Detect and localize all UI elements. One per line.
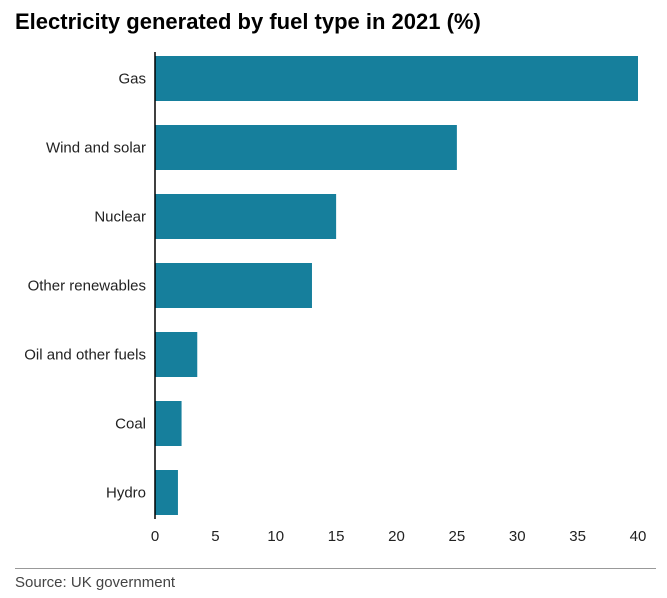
- x-tick-label: 30: [509, 528, 526, 545]
- category-label-hydro: Hydro: [106, 485, 146, 502]
- bar-hydro: [155, 470, 178, 515]
- category-label-nuclear: Nuclear: [94, 209, 146, 226]
- category-label-oil-and-other-fuels: Oil and other fuels: [24, 347, 146, 364]
- category-label-other-renewables: Other renewables: [28, 278, 146, 295]
- source-note: Source: UK government: [15, 574, 176, 591]
- bar-chart: Gas Wind and solar Nuclear Other renewables…: [24, 52, 647, 545]
- x-tick-label: 25: [449, 528, 466, 545]
- category-label-gas: Gas: [118, 71, 146, 88]
- bar-coal: [155, 401, 182, 446]
- category-label-wind-and-solar: Wind and solar: [46, 140, 146, 157]
- footer-divider: [15, 568, 656, 569]
- x-tick-label: 0: [151, 528, 159, 545]
- chart-title: Electricity generated by fuel type in 20…: [15, 9, 481, 34]
- x-tick-label: 15: [328, 528, 345, 545]
- bar-other-renewables: [155, 263, 312, 308]
- x-tick-label: 5: [211, 528, 219, 545]
- x-tick-label: 10: [267, 528, 284, 545]
- category-labels: Gas Wind and solar Nuclear Other renewables…: [24, 71, 146, 502]
- x-tick-label: 20: [388, 528, 405, 545]
- bars-group: [155, 56, 638, 515]
- x-tick-label: 35: [569, 528, 586, 545]
- bar-nuclear: [155, 194, 337, 239]
- x-tick-label: 40: [630, 528, 647, 545]
- bar-gas: [155, 56, 638, 101]
- category-label-coal: Coal: [115, 416, 146, 433]
- x-axis-ticks: 0 5 10 15 20 25 30 35 40: [151, 528, 647, 545]
- bar-oil-and-other-fuels: [155, 332, 198, 377]
- bar-wind-and-solar: [155, 125, 457, 170]
